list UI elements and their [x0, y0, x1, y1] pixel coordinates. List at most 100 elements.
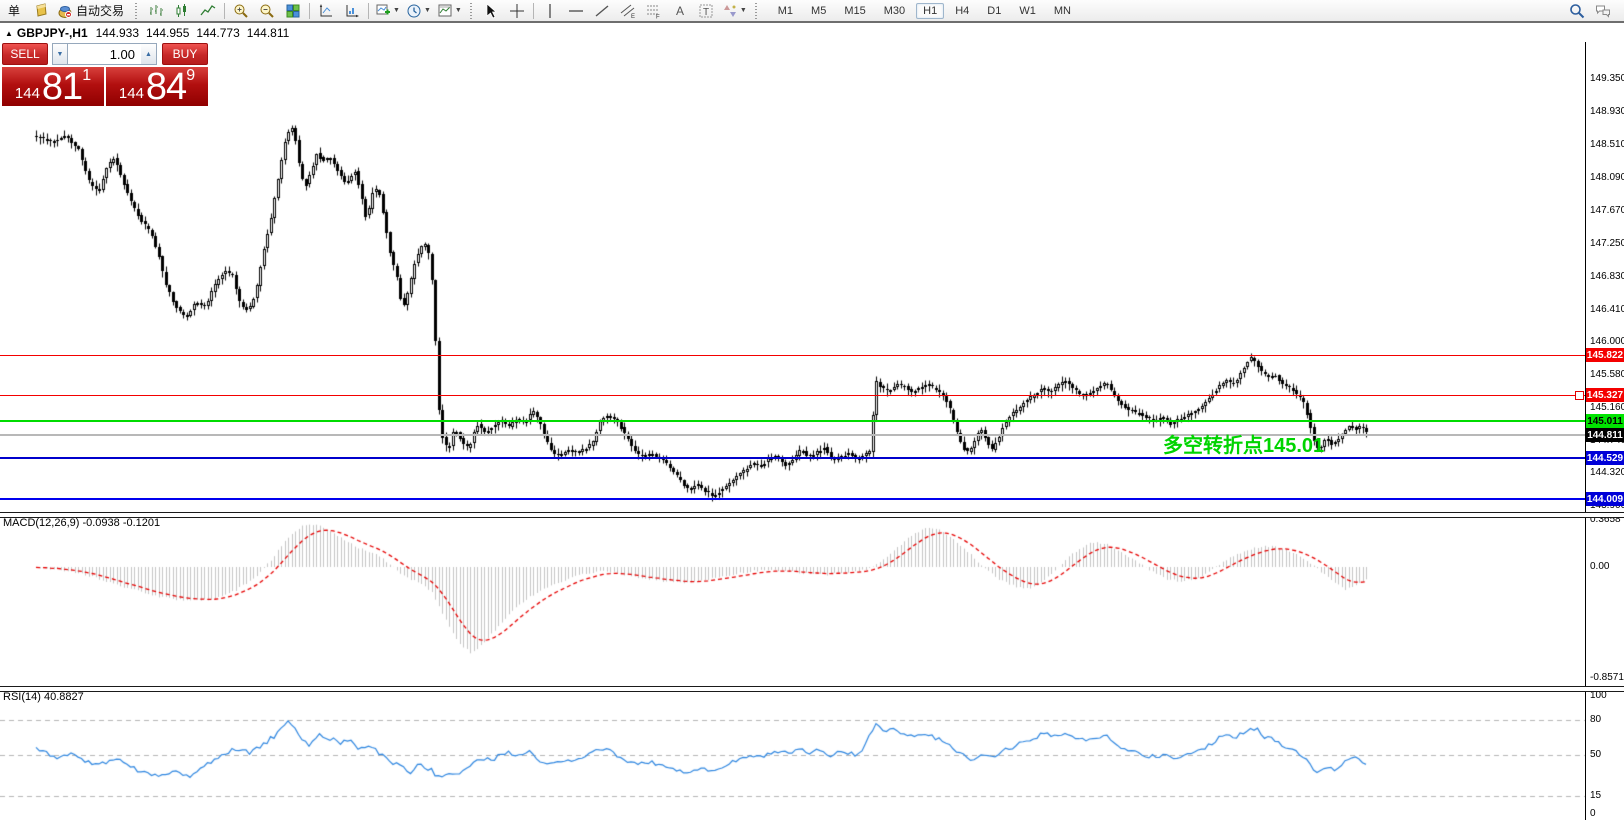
price-level-line-144.009[interactable]	[0, 498, 1585, 500]
axis-tick-label: 50	[1590, 749, 1602, 760]
axis-tick-label: 147.670	[1590, 205, 1624, 216]
price-level-line-144.811[interactable]	[0, 434, 1585, 436]
axis-tick-label: 0	[1590, 808, 1596, 819]
vertical-line-icon[interactable]	[538, 1, 562, 20]
new-order-icon[interactable]	[29, 1, 53, 20]
axis-tick-label: 148.510	[1590, 139, 1624, 150]
trade-prices-row: 144 81 1 144 84 9	[0, 67, 210, 106]
text-label-icon[interactable]: T	[694, 1, 718, 20]
macd-panel-splitter[interactable]	[0, 512, 1624, 518]
axis-tick-label: 149.350	[1590, 73, 1624, 84]
price-badge-144.811: 144.811	[1586, 428, 1624, 442]
chevron-down-icon[interactable]: ▼	[454, 7, 462, 14]
timeframe-button-m15[interactable]: M15	[844, 4, 866, 17]
text-icon[interactable]: A	[668, 1, 692, 20]
macd-chart-canvas[interactable]	[0, 515, 1585, 686]
toolbar-right	[1564, 1, 1624, 20]
toolbar-grip[interactable]	[753, 2, 759, 19]
timeframe-button-mn[interactable]: MN	[1053, 4, 1071, 17]
new-chart-button[interactable]: ▼	[373, 1, 402, 20]
crosshair-icon[interactable]	[505, 1, 529, 20]
axis-tick-label: 15	[1590, 790, 1602, 801]
horizontal-line-icon[interactable]	[564, 1, 588, 20]
bar-close: 144.811	[246, 26, 290, 40]
volume-input[interactable]	[67, 43, 141, 65]
axis-tick-label: 146.000	[1590, 336, 1624, 347]
buy-button[interactable]: BUY	[162, 43, 208, 65]
timeframe-button-m30[interactable]: M30	[883, 4, 906, 17]
svg-text:F: F	[656, 14, 660, 19]
axis-tick-label: 148.090	[1590, 172, 1624, 183]
search-icon[interactable]	[1565, 1, 1589, 20]
timeframe-button-h4[interactable]: H4	[955, 4, 970, 17]
axis-tick-label: 145.160	[1590, 402, 1624, 413]
timeframe-button-m1[interactable]: M1	[777, 4, 794, 17]
rsi-chart-canvas[interactable]	[0, 689, 1585, 820]
timeframe-button-h1[interactable]: H1	[916, 2, 945, 19]
equidistant-channel-icon[interactable]: E	[616, 1, 640, 20]
price-level-line-145.822[interactable]	[0, 355, 1585, 356]
candlestick-chart-icon[interactable]	[170, 1, 194, 20]
volume-decrease-button[interactable]: ▼	[52, 43, 68, 65]
axis-tick-label: 0.00	[1590, 561, 1610, 572]
buy-price-box[interactable]: 144 84 9	[106, 67, 208, 106]
price-badge-144.009: 144.009	[1586, 492, 1624, 506]
template-button[interactable]: ▼	[435, 1, 464, 20]
line-drag-handle[interactable]	[1575, 391, 1584, 400]
chevron-down-icon[interactable]: ▼	[423, 7, 431, 14]
zoom-out-icon[interactable]	[255, 1, 279, 20]
chart-period-button[interactable]: ▼	[404, 1, 433, 20]
arrow-objects-icon[interactable]: ▼	[720, 1, 749, 20]
tile-windows-icon[interactable]	[281, 1, 305, 20]
price-badge-145.011: 145.011	[1586, 414, 1624, 428]
axis-tick-label: 148.930	[1590, 106, 1624, 117]
toolbar-grip[interactable]	[134, 2, 140, 19]
price-level-line-145.327[interactable]	[0, 395, 1585, 396]
autotrade-button[interactable]: 自动交易	[55, 1, 129, 20]
toolbar-separator	[368, 2, 370, 19]
timeframe-button-d1[interactable]: D1	[987, 4, 1002, 17]
chevron-down-icon[interactable]: ▼	[393, 7, 400, 14]
bar-chart-icon[interactable]	[144, 1, 168, 20]
axis-tick-label: 0.3658	[1590, 514, 1621, 525]
axis-tick-label: 146.410	[1590, 304, 1624, 315]
line-chart-icon[interactable]	[196, 1, 220, 20]
turning-point-annotation[interactable]: 多空转折点145.01	[1163, 435, 1325, 457]
price-chart-canvas[interactable]	[0, 42, 1585, 512]
timeframe-button-w1[interactable]: W1	[1019, 4, 1036, 17]
toolbar-separator	[224, 2, 226, 19]
arrange-charts-icon[interactable]	[314, 1, 338, 20]
toolbar-separator	[309, 2, 311, 19]
toolbar-grip[interactable]	[468, 2, 474, 19]
sell-price-box[interactable]: 144 81 1	[2, 67, 104, 106]
symbol-quote-bar: ▲ GBPJPY-,H1 144.933 144.955 144.773 144…	[5, 26, 296, 40]
cursor-icon[interactable]	[479, 1, 503, 20]
volume-increase-button[interactable]: ▲	[141, 43, 157, 65]
toolbar: 单 自动交易 ▼ ▼ ▼ E F A T ▼ M1 M5 M15 M30 H1 H4 D1 W1 MN	[0, 0, 1624, 23]
macd-label: MACD(12,26,9) -0.0938 -0.1201	[3, 517, 161, 529]
symbol-name: GBPJPY-,H1	[16, 26, 88, 40]
sell-price-pip: 1	[82, 67, 92, 84]
axis-tick-label: -0.8571	[1590, 672, 1624, 683]
timeframe-button-m5[interactable]: M5	[811, 4, 827, 17]
svg-text:T: T	[703, 7, 709, 18]
rsi-panel-splitter[interactable]	[0, 686, 1624, 692]
price-badge-144.529: 144.529	[1586, 451, 1624, 465]
price-axis-border	[1585, 42, 1586, 820]
chevron-down-icon[interactable]: ▼	[739, 7, 747, 14]
sell-button[interactable]: SELL	[2, 43, 48, 65]
bar-high: 144.955	[146, 26, 190, 40]
fibonacci-icon[interactable]: F	[642, 1, 666, 20]
auto-arrange-icon[interactable]	[340, 1, 364, 20]
price-level-line-144.529[interactable]	[0, 457, 1585, 459]
new-order-label[interactable]: 单	[7, 4, 20, 18]
axis-tick-label: 144.320	[1590, 467, 1624, 478]
trendline-icon[interactable]	[590, 1, 614, 20]
zoom-in-icon[interactable]	[229, 1, 253, 20]
timeframe-group: M1 M5 M15 M30 H1 H4 D1 W1 MN	[769, 2, 1080, 19]
axis-tick-label: 146.830	[1590, 271, 1624, 282]
price-level-line-145.011[interactable]	[0, 420, 1585, 422]
collapse-panel-icon[interactable]: ▲	[5, 28, 13, 38]
chat-icon[interactable]	[1591, 1, 1615, 20]
